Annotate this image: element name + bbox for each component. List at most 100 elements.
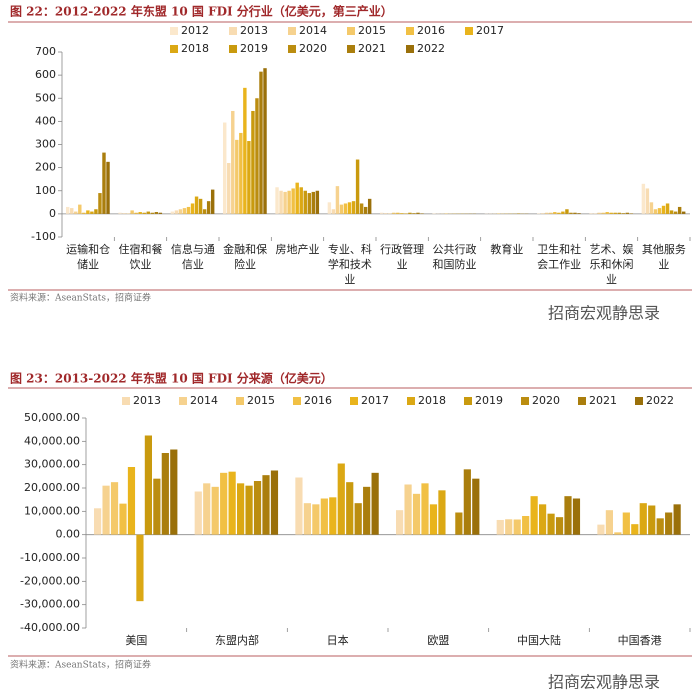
bar <box>82 212 86 214</box>
bar <box>170 449 178 535</box>
bar <box>307 193 312 214</box>
legend-swatch <box>236 397 244 405</box>
bar <box>110 482 119 535</box>
legend-label: 2018 <box>418 394 446 407</box>
x-tick-label: 美国 <box>125 634 147 647</box>
bar <box>347 202 352 214</box>
bar <box>355 159 360 214</box>
legend-label: 2021 <box>358 42 386 55</box>
legend-label: 2020 <box>299 42 327 55</box>
y-tick-label: 40,000.00 <box>24 434 80 447</box>
bar <box>312 504 320 535</box>
label-line: 储业 <box>77 257 99 271</box>
bar <box>622 512 630 535</box>
bar <box>573 212 577 214</box>
bar <box>472 478 480 535</box>
y-tick-label: 600 <box>35 68 56 81</box>
bar <box>455 512 463 535</box>
bar <box>412 213 416 214</box>
label-line: 教育业 <box>490 242 523 256</box>
bar <box>263 68 267 214</box>
bar <box>665 203 670 214</box>
y-tick-label: 400 <box>35 114 56 127</box>
bar <box>106 161 110 214</box>
bar <box>354 503 362 535</box>
bar <box>158 212 163 214</box>
legend-swatch <box>288 45 296 53</box>
bar <box>154 212 159 214</box>
bar <box>561 211 565 214</box>
bar <box>210 189 215 214</box>
y-tick-label: 500 <box>35 91 56 104</box>
bar <box>94 209 98 214</box>
legend-swatch <box>406 45 414 53</box>
bar <box>279 190 283 214</box>
bar <box>547 513 555 535</box>
bar <box>243 87 247 214</box>
label-line: 专业、科 <box>328 242 372 256</box>
bar <box>194 491 202 535</box>
x-tick-label: 东盟内部 <box>215 633 259 647</box>
label-line: 业 <box>658 258 669 271</box>
bar <box>396 510 404 535</box>
y-tick-label: 700 <box>35 45 56 58</box>
bar <box>625 212 630 214</box>
bar <box>127 467 136 535</box>
label-line: 运输和仓 <box>66 242 110 256</box>
legend-swatch <box>347 45 355 53</box>
bar <box>220 472 228 535</box>
bar <box>153 478 161 535</box>
legend-swatch <box>406 27 414 35</box>
bar <box>681 211 686 214</box>
bar <box>589 213 593 214</box>
bar <box>351 201 356 214</box>
bar <box>190 203 195 214</box>
legend-swatch <box>179 397 187 405</box>
source: 资料来源：AseanStats，招商证券 <box>10 292 151 304</box>
legend-label: 2014 <box>299 24 327 37</box>
label-line: 房地产业 <box>276 242 320 256</box>
x-tick-label: 金融和保险业 <box>223 242 267 271</box>
bar <box>262 475 270 535</box>
x-tick-label: 卫生和社会工作业 <box>537 242 581 271</box>
bar <box>565 209 569 214</box>
legend-label: 2015 <box>358 24 386 37</box>
x-tick-label: 欧盟 <box>427 634 449 647</box>
bar <box>609 212 613 214</box>
bar <box>337 463 345 535</box>
bar <box>569 212 573 214</box>
y-tick-label: 20,000.00 <box>24 481 80 494</box>
legend-label: 2018 <box>181 42 209 55</box>
label-line: 住宿和餐 <box>119 242 163 256</box>
legend-label: 2013 <box>240 24 268 37</box>
source: 资料来源：AseanStats，招商证券 <box>10 659 151 671</box>
legend-label: 2021 <box>589 394 617 407</box>
bar <box>404 484 412 535</box>
bar <box>339 204 344 214</box>
bar <box>320 498 328 535</box>
y-tick-label: 50,000.00 <box>24 411 80 424</box>
bar <box>122 213 126 214</box>
y-tick-label: -100 <box>31 230 56 243</box>
bar <box>549 212 553 214</box>
bar <box>649 202 654 214</box>
legend-swatch <box>578 397 586 405</box>
bar <box>203 483 211 535</box>
y-tick-label: 200 <box>35 161 56 174</box>
bar <box>656 518 664 535</box>
legend-swatch <box>170 45 178 53</box>
bar <box>303 190 307 214</box>
bar <box>70 208 74 214</box>
bar <box>621 213 626 214</box>
bar <box>295 182 299 214</box>
legend-label: 2022 <box>646 394 674 407</box>
bar <box>253 481 262 535</box>
x-tick-label: 公共行政和国防业 <box>433 242 477 271</box>
bar <box>572 498 581 535</box>
bar <box>227 163 231 214</box>
bar <box>371 472 379 535</box>
bar <box>130 210 134 214</box>
bar <box>255 98 259 214</box>
label-line: 信业 <box>182 258 204 271</box>
